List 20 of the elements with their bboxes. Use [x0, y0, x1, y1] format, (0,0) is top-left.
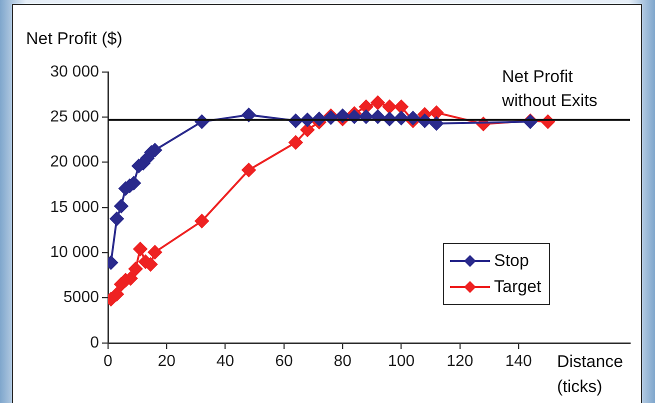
y-axis-title: Net Profit ($)	[26, 29, 122, 48]
x-tick-label: 40	[216, 353, 234, 370]
y-tick-label: 10 000	[50, 244, 100, 262]
y-tick-label: 25 000	[50, 108, 100, 126]
x-tick-label: 60	[275, 353, 293, 370]
y-tick-label: 30 000	[50, 63, 100, 80]
x-tick-label: 120	[446, 353, 474, 370]
x-tick-label: 140	[505, 353, 532, 370]
x-axis-title: Distance (ticks)	[557, 352, 624, 396]
y-tick-label: 5000	[63, 289, 100, 306]
y-tick-label: 15 000	[50, 198, 100, 216]
y-tick-label: 0	[90, 334, 100, 352]
x-tick-label: 80	[334, 353, 352, 370]
x-tick-label: 100	[388, 353, 415, 370]
x-tick-label: 20	[158, 353, 176, 370]
x-tick-label: 0	[104, 353, 113, 370]
y-tick-label: 20 000	[50, 154, 100, 171]
legend-label: Stop	[494, 251, 529, 271]
ref-line-label: Net Profit without Exits	[501, 66, 598, 110]
legend-label: Target	[494, 277, 542, 297]
